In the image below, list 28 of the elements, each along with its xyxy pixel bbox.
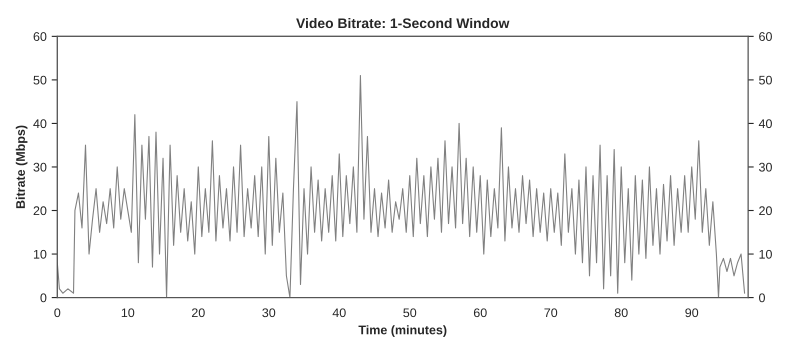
y-tick-label: 20 <box>34 206 46 216</box>
x-tick-label: 60 <box>474 308 487 318</box>
x-tick-label: 80 <box>614 308 628 318</box>
y-axis-title: Bitrate (Mbps) <box>16 126 28 208</box>
x-tick-label: 90 <box>685 308 698 318</box>
x-tick-label: 40 <box>332 308 346 318</box>
y-tick-label: 10 <box>34 250 46 259</box>
y2-tick-label: 50 <box>759 76 772 85</box>
y2-tick-label: 10 <box>759 250 772 259</box>
y-tick-label: 50 <box>33 76 46 85</box>
x-axis-title: Time (minutes) <box>358 325 446 337</box>
x-tick-label: 70 <box>544 308 558 318</box>
y-tick-label: 0 <box>40 293 46 302</box>
x-tick-label: 30 <box>262 308 276 318</box>
x-tick-label: 10 <box>122 308 134 318</box>
y-tick-label: 30 <box>33 162 46 172</box>
y2-tick-label: 40 <box>758 119 772 128</box>
y2-tick-label: 60 <box>759 32 772 42</box>
x-tick-label: 50 <box>403 308 416 318</box>
y-tick-label: 40 <box>33 119 46 128</box>
y-tick-label: 60 <box>34 32 46 42</box>
line-series <box>57 74 746 298</box>
x-tick-label: 0 <box>54 308 60 318</box>
chart-title: Video Bitrate: 1-Second Window <box>296 18 510 28</box>
x-tick-label: 20 <box>192 308 205 318</box>
y2-tick-label: 30 <box>759 162 772 172</box>
y2-tick-label: 0 <box>759 293 765 302</box>
y2-tick-label: 20 <box>759 206 772 216</box>
